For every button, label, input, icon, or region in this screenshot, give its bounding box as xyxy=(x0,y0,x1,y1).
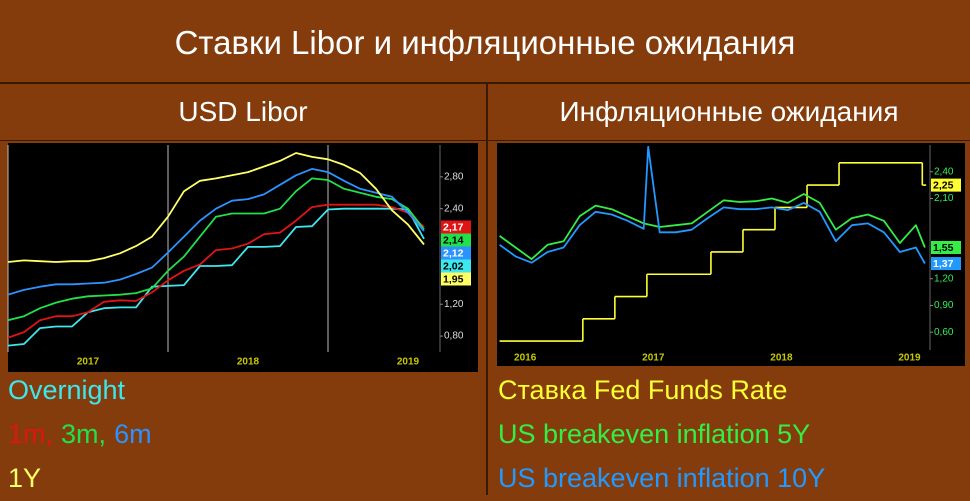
y-tick-label: 2,40 xyxy=(934,166,954,177)
end-badge xyxy=(441,246,471,260)
y-tick-label: 0,80 xyxy=(444,331,464,342)
line-series xyxy=(8,152,425,263)
end-badge xyxy=(441,272,471,286)
legend-entry: Ставка Fed Funds Rate xyxy=(498,375,788,405)
legend-row: Ставка Fed Funds Rate xyxy=(498,368,833,412)
y-tick-label: 0,90 xyxy=(934,300,954,311)
x-tick-label: 2018 xyxy=(237,357,260,368)
legend-row: 1m 3m 6m xyxy=(8,412,160,456)
end-badge-label: 2,17 xyxy=(443,221,464,233)
x-tick-label: 2017 xyxy=(642,353,665,364)
end-badge xyxy=(441,259,471,273)
y-tick-label: 1,20 xyxy=(934,273,954,284)
legend: Overnight 1m 3m 6m 1Y xyxy=(8,368,160,500)
legend-entry: 6m xyxy=(114,419,152,449)
legend-entry: 1Y xyxy=(8,463,42,493)
legend-row: US breakeven inflation 5Y xyxy=(498,412,833,456)
end-badge xyxy=(441,220,471,234)
y-tick-label: 0,60 xyxy=(934,327,954,338)
legend-row: 1Y xyxy=(8,456,160,500)
legend-entry: US breakeven inflation 5Y xyxy=(498,419,811,449)
x-tick-label: 2016 xyxy=(514,353,537,364)
end-badge-label: 2,02 xyxy=(443,260,464,272)
line-series xyxy=(8,168,425,296)
divider xyxy=(486,82,488,495)
end-badge-label: 2,25 xyxy=(933,179,954,191)
legend: Ставка Fed Funds Rate US breakeven inflat… xyxy=(498,368,833,500)
line-series xyxy=(8,177,425,322)
rule xyxy=(0,82,970,84)
line-series xyxy=(8,203,425,339)
x-tick-label: 2019 xyxy=(898,353,921,364)
end-badge xyxy=(931,257,961,271)
line-series xyxy=(499,193,926,260)
y-tick-label: 2,80 xyxy=(444,171,464,182)
panel-heading: USD Libor xyxy=(178,96,308,127)
legend-entry: Overnight xyxy=(8,375,126,405)
x-tick-label: 2018 xyxy=(770,353,793,364)
chart-background xyxy=(497,143,965,366)
panel-heading: Инфляционные ожидания xyxy=(559,96,899,127)
line-series xyxy=(8,207,425,347)
legend-entry: 3m xyxy=(61,419,106,449)
y-tick-label: 2,40 xyxy=(444,203,464,214)
end-badge-label: 1,37 xyxy=(933,258,954,270)
end-badge-label: 2,14 xyxy=(443,234,464,246)
legend-entry: US breakeven inflation 10Y xyxy=(498,463,826,493)
x-tick-label: 2019 xyxy=(397,357,420,368)
line-series xyxy=(499,145,926,264)
legend-row: Overnight xyxy=(8,368,160,412)
end-badge-label: 2,12 xyxy=(443,247,464,259)
y-tick-label: 1,20 xyxy=(444,299,464,310)
end-badge xyxy=(931,178,961,192)
legend-entry: 1m xyxy=(8,419,53,449)
slide-title: Ставки Libor и инфляционные ожидания xyxy=(174,24,796,61)
rule xyxy=(0,140,970,141)
end-badge xyxy=(931,241,961,254)
x-tick-label: 2017 xyxy=(77,357,100,368)
chart-background xyxy=(8,143,478,372)
end-badge xyxy=(441,233,471,247)
end-badge-label: 1,55 xyxy=(933,242,954,254)
legend-row: US breakeven inflation 10Y xyxy=(498,456,833,500)
end-badge-label: 1,95 xyxy=(443,273,464,285)
y-tick-label: 2,10 xyxy=(934,193,954,204)
